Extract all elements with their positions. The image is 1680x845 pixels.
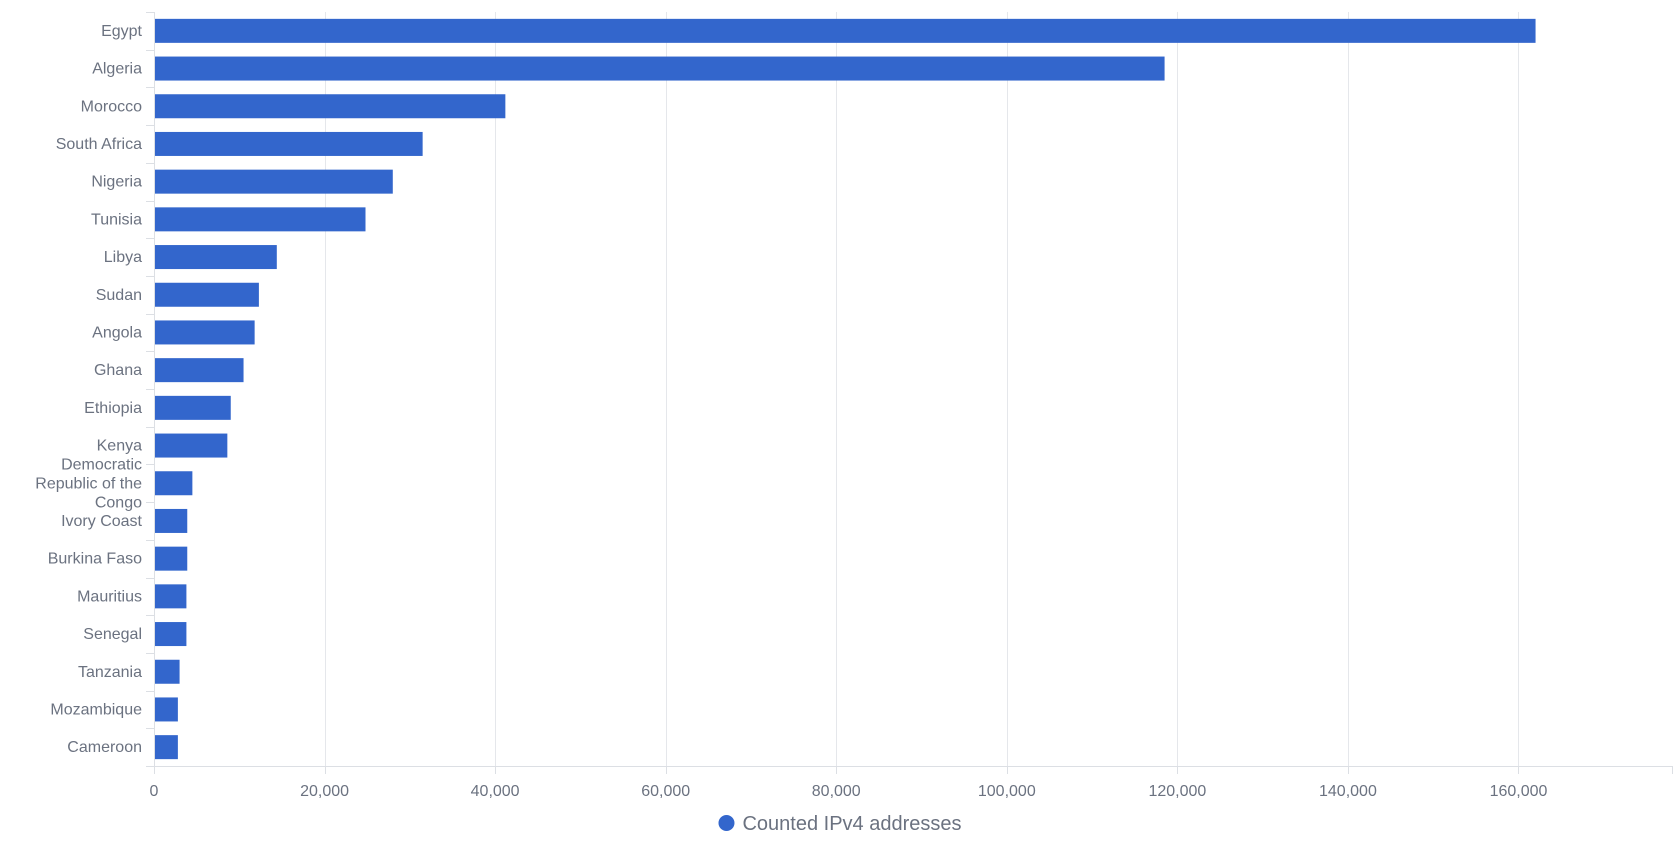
bar[interactable] [155, 735, 178, 760]
category-label: Egypt [101, 23, 142, 40]
bar[interactable] [155, 358, 244, 383]
category-label: Libya [104, 249, 142, 266]
bar[interactable] [155, 131, 423, 156]
x-tick-label: 140,000 [1319, 783, 1377, 800]
x-tick-label: 0 [150, 783, 159, 800]
category-label: Democratic Republic of the Congo [35, 456, 142, 511]
x-tick-label: 80,000 [812, 783, 861, 800]
category-label: South Africa [56, 136, 142, 153]
bar[interactable] [155, 169, 393, 194]
legend[interactable]: Counted IPv4 addresses [718, 813, 962, 835]
category-label: Mauritius [77, 588, 142, 605]
category-label: Ivory Coast [61, 513, 142, 530]
x-tick-labels: 0 20,000 40,000 60,000 80,000 100,000 120,000 1… [150, 783, 1548, 800]
x-tick-label: 60,000 [641, 783, 690, 800]
category-label: Kenya [97, 438, 142, 455]
category-label: Tanzania [78, 664, 142, 681]
grid-lines [325, 12, 1519, 766]
bars [155, 18, 1536, 760]
bar[interactable] [155, 207, 366, 232]
x-tick-label: 40,000 [471, 783, 520, 800]
category-label: Morocco [81, 98, 142, 115]
bar[interactable] [155, 584, 187, 609]
category-label: Mozambique [50, 701, 142, 718]
category-label: Nigeria [91, 174, 142, 191]
category-label: Ghana [94, 362, 142, 379]
legend-marker-icon[interactable] [718, 815, 735, 831]
category-labels: Egypt Algeria Morocco South Africa Nigeria Tu… [35, 23, 142, 756]
bar[interactable] [155, 697, 178, 722]
bar[interactable] [155, 245, 277, 270]
axes [146, 12, 1673, 774]
x-tick-label: 100,000 [978, 783, 1036, 800]
category-label: Senegal [83, 626, 142, 643]
bar[interactable] [155, 659, 180, 684]
category-label: Angola [92, 324, 142, 341]
category-label: Ethiopia [84, 400, 142, 417]
legend-label[interactable]: Counted IPv4 addresses [742, 813, 961, 835]
category-label: Cameroon [67, 739, 142, 756]
bar[interactable] [155, 546, 188, 571]
bar[interactable] [155, 433, 228, 458]
bar[interactable] [155, 320, 255, 345]
bar[interactable] [155, 395, 231, 420]
x-tick-label: 20,000 [300, 783, 349, 800]
bar[interactable] [155, 622, 187, 647]
x-tick-label: 120,000 [1148, 783, 1206, 800]
category-label: Sudan [96, 287, 142, 304]
x-tick-label: 160,000 [1490, 783, 1548, 800]
category-label: Algeria [92, 61, 142, 78]
bar[interactable] [155, 56, 1165, 81]
bar[interactable] [155, 471, 193, 496]
bar[interactable] [155, 18, 1536, 43]
bar[interactable] [155, 282, 259, 307]
bar[interactable] [155, 508, 188, 533]
category-label: Tunisia [91, 211, 142, 228]
bar[interactable] [155, 94, 506, 119]
category-label: Burkina Faso [48, 551, 142, 568]
